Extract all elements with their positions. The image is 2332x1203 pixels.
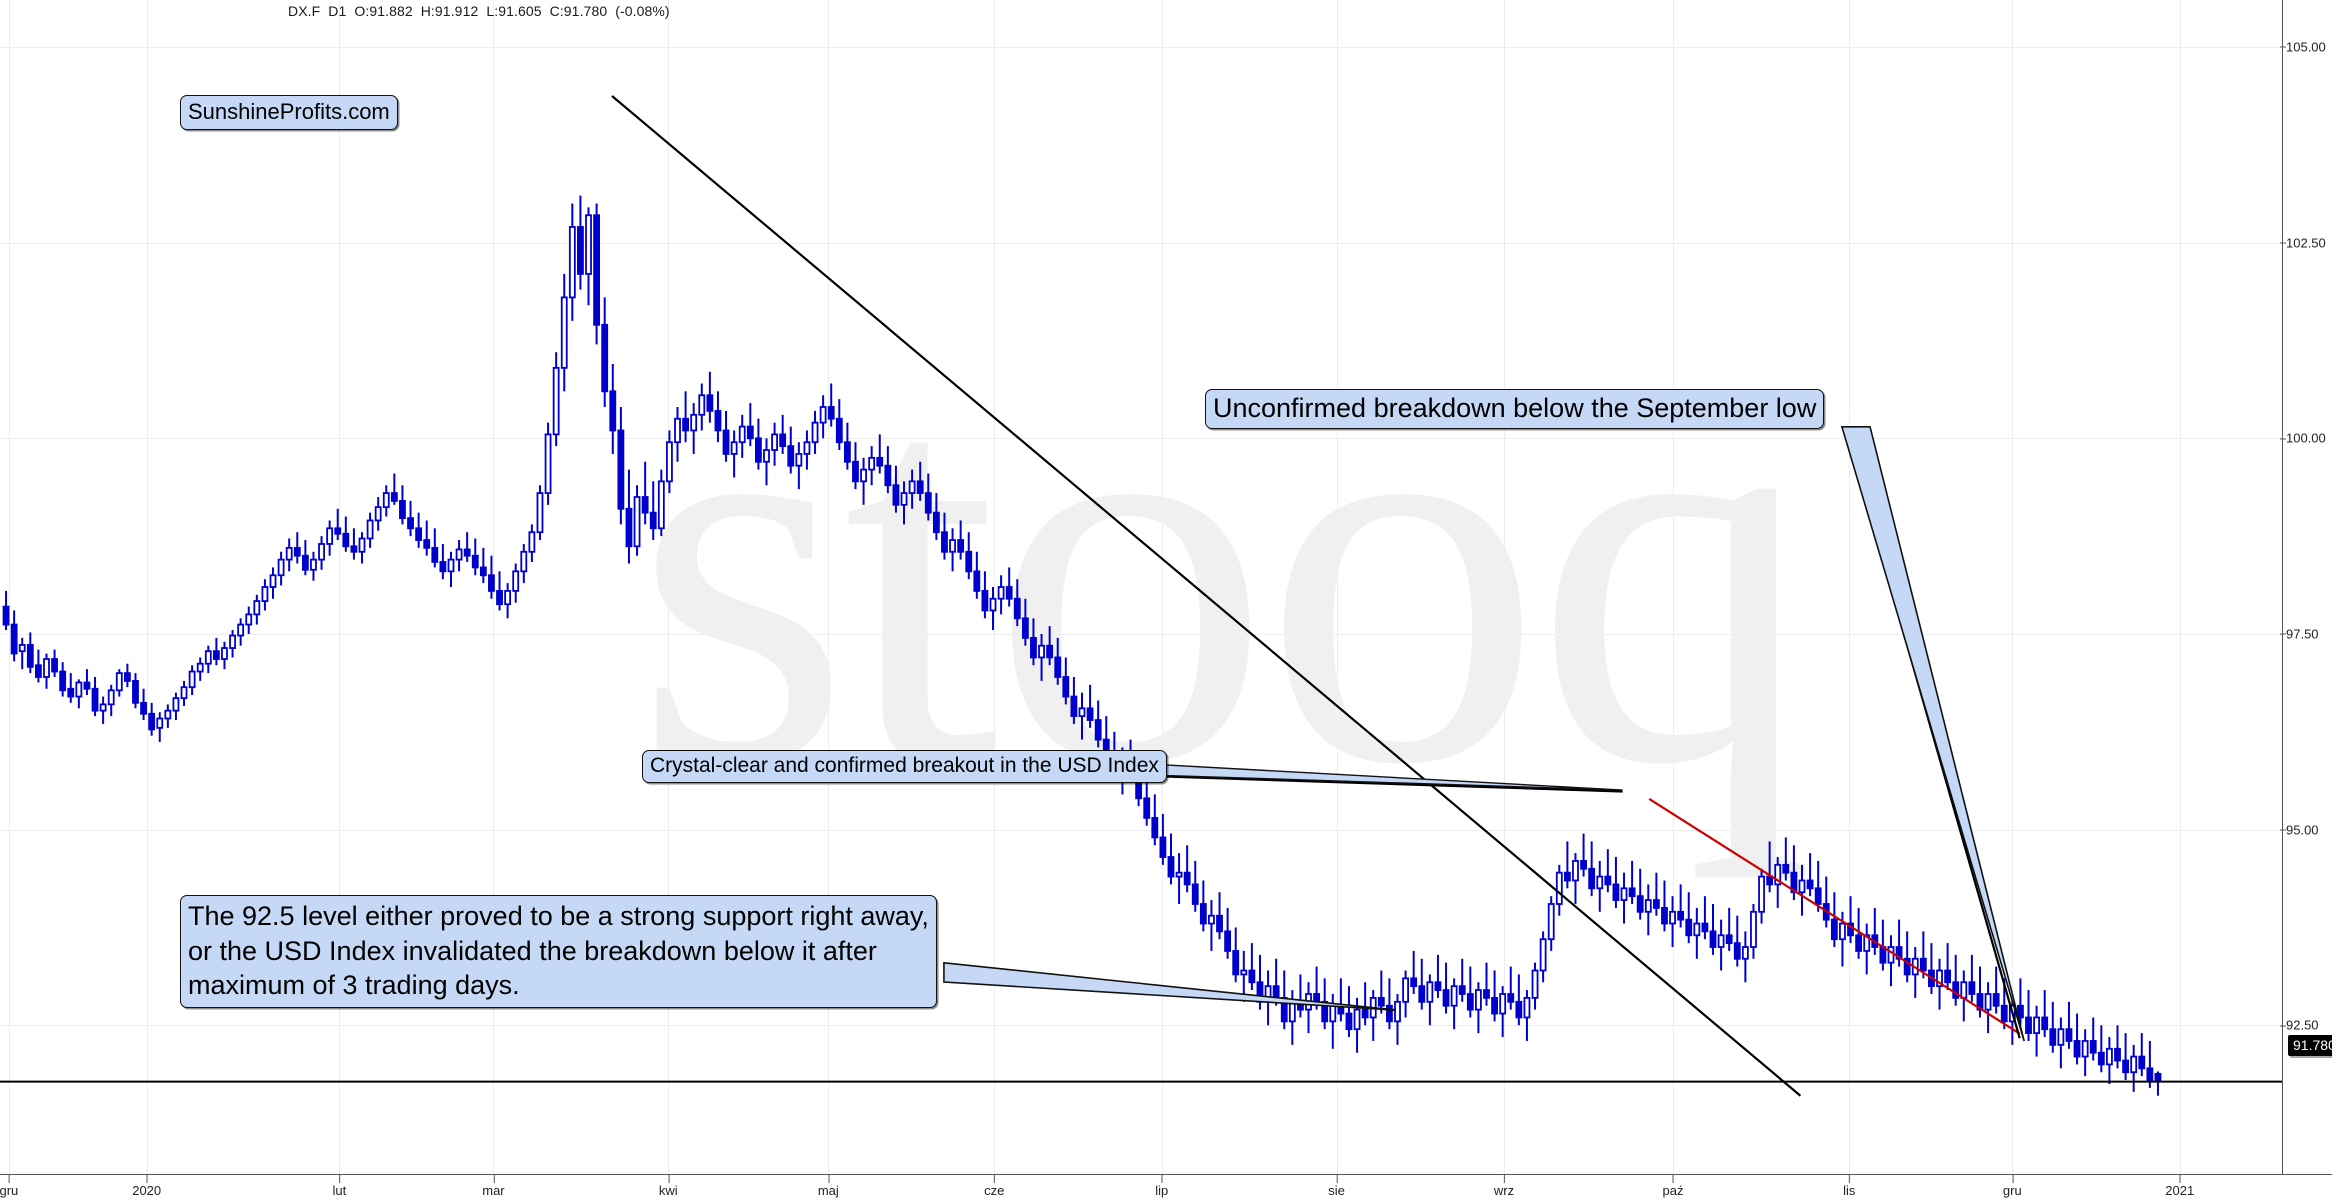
price-axis-tick: 92.50: [2280, 1018, 2319, 1033]
price-axis-tick: 97.50: [2280, 626, 2319, 641]
date-axis-tick: mar: [482, 1175, 505, 1198]
price-axis-tick: 95.00: [2280, 822, 2319, 837]
date-axis-line: [0, 1174, 2332, 1175]
price-axis-tick: 105.00: [2280, 39, 2326, 54]
date-axis-tick: lis: [1843, 1175, 1855, 1198]
candlestick-series: [2, 195, 2162, 1096]
date-axis-tick-mark: [1336, 1175, 1338, 1183]
date-axis-tick-mark: [1672, 1175, 1674, 1183]
gridline-vertical: [1672, 0, 1674, 1174]
date-axis-tick: gru: [0, 1175, 18, 1198]
callout-support-level: The 92.5 level either proved to be a str…: [180, 895, 937, 1008]
callout-support-line3: maximum of 3 trading days.: [188, 970, 520, 1001]
chart-plot-area[interactable]: [0, 0, 2282, 1174]
date-axis-tick: lut: [332, 1175, 346, 1198]
callout-support-line2: or the USD Index invalidated the breakdo…: [188, 935, 877, 966]
gridline-horizontal: [0, 633, 2282, 635]
date-axis-tick: paź: [1662, 1175, 1683, 1198]
date-axis-tick: cze: [984, 1175, 1004, 1198]
date-axis-tick-mark: [828, 1175, 830, 1183]
gridline-horizontal: [0, 46, 2282, 48]
gridline-vertical: [339, 0, 341, 1174]
callout-support-line1: The 92.5 level either proved to be a str…: [188, 901, 929, 931]
date-axis-tick-mark: [493, 1175, 495, 1183]
date-axis-tick: lip: [1155, 1175, 1168, 1198]
callout-unconfirmed-text: Unconfirmed breakdown below the Septembe…: [1213, 393, 1817, 423]
price-axis-tick-mark: [2280, 242, 2286, 244]
price-axis-tick-mark: [2280, 633, 2286, 635]
price-axis-tick-mark: [2280, 438, 2286, 440]
callout-crystal-clear-breakout: Crystal-clear and confirmed breakout in …: [642, 750, 1167, 783]
overlay-drawings: [0, 95, 2282, 1097]
gridline-vertical: [1504, 0, 1506, 1174]
date-axis-tick-mark: [339, 1175, 341, 1183]
date-axis-tick-mark: [1161, 1175, 1163, 1183]
gridline-horizontal: [0, 1025, 2282, 1027]
date-axis-tick: kwi: [659, 1175, 678, 1198]
gridline-vertical: [2012, 0, 2014, 1174]
gridline-vertical: [668, 0, 670, 1174]
date-axis-tick-mark: [1504, 1175, 1506, 1183]
gridline-horizontal: [0, 242, 2282, 244]
gridline-horizontal: [0, 438, 2282, 440]
quote-header-bar: DX.F D1 O:91.882 H:91.912 L:91.605 C:91.…: [0, 0, 2332, 22]
quote-summary-text: DX.F D1 O:91.882 H:91.912 L:91.605 C:91.…: [288, 3, 670, 19]
date-axis-tick: 2020: [132, 1175, 161, 1198]
date-axis: gru 2020 lut mar kwi maj cze lip sie wrz paź lis gru…: [0, 1174, 2332, 1203]
date-axis-tick-mark: [2012, 1175, 2014, 1183]
price-axis-line: [2282, 0, 2283, 1174]
date-axis-tick: sie: [1328, 1175, 1345, 1198]
callout-unconfirmed-breakdown: Unconfirmed breakdown below the Septembe…: [1205, 389, 1825, 429]
last-price-tag: 91.780: [2288, 1035, 2332, 1056]
callout-crystal-text: Crystal-clear and confirmed breakout in …: [650, 754, 1159, 777]
date-axis-tick: gru: [2003, 1175, 2022, 1198]
price-axis-tick-mark: [2280, 1025, 2286, 1027]
gridline-vertical: [8, 0, 10, 1174]
date-axis-tick: wrz: [1494, 1175, 1514, 1198]
date-axis-tick: maj: [818, 1175, 839, 1198]
date-axis-tick-mark: [994, 1175, 996, 1183]
gridline-horizontal: [0, 829, 2282, 831]
price-axis-tick: 102.50: [2280, 235, 2326, 250]
gridline-vertical: [994, 0, 996, 1174]
date-axis-tick-mark: [1849, 1175, 1851, 1183]
price-axis-tick: 100.00: [2280, 431, 2326, 446]
gridline-vertical: [2179, 0, 2181, 1174]
date-axis-tick-mark: [146, 1175, 148, 1183]
gridline-vertical: [1849, 0, 1851, 1174]
date-axis-tick-mark: [8, 1175, 10, 1183]
callout-brand: SunshineProfits.com: [180, 95, 398, 130]
gridline-vertical: [828, 0, 830, 1174]
price-axis: 105.00 102.50 100.00 97.50 95.00 92.50: [2280, 0, 2332, 1174]
price-axis-tick-mark: [2280, 829, 2286, 831]
price-axis-tick-mark: [2280, 46, 2286, 48]
gridline-vertical: [1336, 0, 1338, 1174]
gridline-vertical: [146, 0, 148, 1174]
callout-brand-text: SunshineProfits.com: [188, 99, 390, 124]
gridline-vertical: [1161, 0, 1163, 1174]
date-axis-tick: 2021: [2165, 1175, 2194, 1198]
date-axis-tick-mark: [2179, 1175, 2181, 1183]
date-axis-tick-mark: [668, 1175, 670, 1183]
